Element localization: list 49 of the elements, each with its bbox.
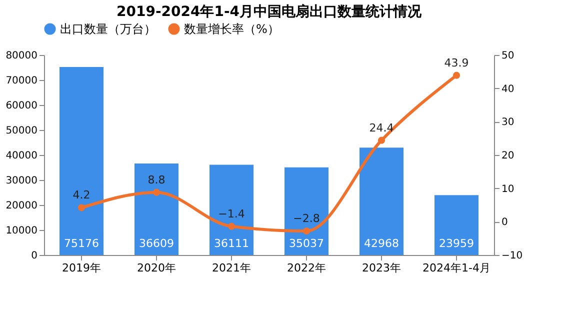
- chart-title: 2019-2024年1-4月中国电扇出口数量统计情况: [116, 3, 423, 20]
- data-label: −1.4: [218, 207, 245, 220]
- data-label: 75176: [64, 237, 99, 250]
- x-tick-label: 2023年: [362, 262, 401, 274]
- y-tick-label: 80000: [6, 50, 38, 62]
- y-tick-label: 0: [31, 250, 38, 262]
- y-tick-label: 70000: [6, 76, 38, 86]
- point: [78, 204, 86, 212]
- data-label: 42968: [364, 237, 399, 250]
- x-tick-label: 2022年: [287, 262, 326, 274]
- y2-tick-label: 10: [502, 184, 514, 195]
- data-label: 24.4: [369, 121, 394, 134]
- y2-tick-label: 20: [502, 150, 514, 162]
- data-label: 43.9: [444, 56, 469, 70]
- data-label: 8.8: [148, 173, 166, 186]
- bar: [360, 148, 404, 255]
- legend-label: 出口数量（万台）: [60, 22, 156, 36]
- y-tick-label: 60000: [6, 100, 38, 112]
- y2-tick-label: 0: [502, 217, 508, 228]
- data-label: −2.8: [293, 212, 320, 225]
- y-tick-label: 20000: [6, 200, 38, 212]
- y2-tick-label: 50: [502, 50, 514, 62]
- x-tick-label: 2019年: [62, 262, 101, 274]
- data-label: 35037: [289, 237, 324, 250]
- bar: [210, 164, 254, 255]
- y2-tick-label: 30: [502, 117, 514, 128]
- x-tick-label: 2020年: [137, 262, 176, 274]
- point: [378, 136, 386, 144]
- y2-tick-label: −10: [502, 250, 523, 262]
- y-tick-label: 10000: [6, 226, 38, 236]
- point: [152, 188, 160, 196]
- y2-tick-label: 40: [502, 84, 514, 95]
- bar: [284, 167, 328, 255]
- bar: [434, 195, 478, 255]
- y-tick-label: 50000: [6, 126, 38, 136]
- data-label: 36111: [214, 237, 249, 250]
- point: [228, 222, 236, 230]
- bar: [134, 163, 178, 255]
- bar: [60, 67, 104, 255]
- point: [302, 227, 310, 235]
- x-tick-label: 2024年1-4月: [422, 262, 490, 274]
- x-tick-label: 2021年: [212, 262, 251, 274]
- data-label: 4.2: [72, 188, 90, 202]
- legend-label: 数量增长率（%）: [184, 22, 280, 36]
- data-label: 36609: [139, 237, 174, 250]
- point: [452, 72, 460, 79]
- data-label: 23959: [439, 237, 474, 250]
- y-tick-label: 40000: [6, 150, 38, 162]
- y-tick-label: 30000: [6, 176, 38, 186]
